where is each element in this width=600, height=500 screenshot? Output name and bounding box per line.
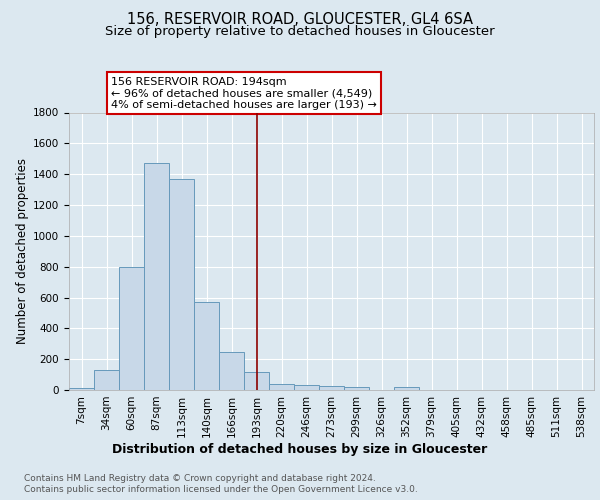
Text: Contains HM Land Registry data © Crown copyright and database right 2024.: Contains HM Land Registry data © Crown c… [24, 474, 376, 483]
Bar [169, 179, 194, 390]
Text: Distribution of detached houses by size in Gloucester: Distribution of detached houses by size … [112, 442, 488, 456]
Bar [69, 388, 94, 390]
Bar [294, 386, 319, 390]
Text: Size of property relative to detached houses in Gloucester: Size of property relative to detached ho… [105, 25, 495, 38]
Bar [394, 387, 419, 390]
Bar [144, 164, 169, 390]
Bar [219, 352, 244, 390]
Bar [244, 372, 269, 390]
Text: 156, RESERVOIR ROAD, GLOUCESTER, GL4 6SA: 156, RESERVOIR ROAD, GLOUCESTER, GL4 6SA [127, 12, 473, 28]
Bar [319, 386, 344, 390]
Y-axis label: Number of detached properties: Number of detached properties [16, 158, 29, 344]
Bar [119, 268, 144, 390]
Bar [194, 302, 219, 390]
Bar [344, 387, 369, 390]
Text: Contains public sector information licensed under the Open Government Licence v3: Contains public sector information licen… [24, 485, 418, 494]
Bar [269, 384, 294, 390]
Bar [94, 370, 119, 390]
Text: 156 RESERVOIR ROAD: 194sqm
← 96% of detached houses are smaller (4,549)
4% of se: 156 RESERVOIR ROAD: 194sqm ← 96% of deta… [111, 76, 377, 110]
